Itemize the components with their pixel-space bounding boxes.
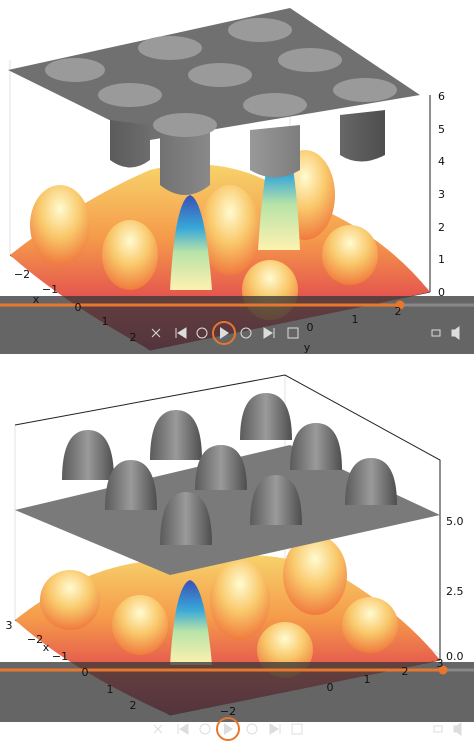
x-axis-label: x (33, 293, 40, 306)
play-button[interactable] (212, 321, 236, 345)
z-tick-label: 3 (438, 188, 445, 201)
player-bar (0, 662, 474, 741)
y-tick-label: 0 (307, 321, 314, 334)
x-tick-label: 0 (82, 666, 89, 679)
x-tick-label: 1 (102, 315, 109, 328)
x-tick-label: 3 (6, 619, 13, 632)
z-tick-label: 0.0 (446, 650, 464, 663)
miniplayer-button[interactable] (433, 725, 443, 733)
repeat-button[interactable] (291, 723, 303, 735)
y-tick-label: 1 (352, 313, 359, 326)
shuffle-button[interactable] (153, 724, 163, 734)
z-tick-label: 0 (438, 286, 445, 299)
x-axis-label: x (43, 641, 50, 654)
previous-button[interactable] (175, 327, 187, 339)
volume-button[interactable] (453, 722, 462, 736)
y-axis-label: y (304, 341, 311, 354)
rewind-button[interactable] (196, 327, 208, 339)
z-tick-label: 2.5 (446, 585, 464, 598)
player-background (0, 662, 474, 722)
previous-button[interactable] (177, 723, 189, 735)
miniplayer-button[interactable] (431, 329, 441, 337)
z-tick-label: 6 (438, 90, 445, 103)
volume-button[interactable] (451, 326, 460, 340)
forward-button[interactable] (240, 327, 252, 339)
y-tick-label: 2 (395, 305, 402, 318)
seek-knob[interactable] (438, 665, 448, 675)
forward-button[interactable] (246, 723, 258, 735)
play-button[interactable] (216, 717, 240, 741)
y-tick-label: 1 (364, 673, 371, 686)
next-button[interactable] (269, 723, 281, 735)
seek-knob[interactable] (395, 300, 405, 310)
x-tick-label: 2 (130, 331, 137, 344)
z-tick-label: 2 (438, 221, 445, 234)
z-tick-label: 4 (438, 155, 445, 168)
z-tick-label: 5 (438, 123, 445, 136)
player-bar (0, 296, 474, 354)
y-tick-label: 2 (402, 665, 409, 678)
x-tick-label: 1 (107, 683, 114, 696)
z-tick-label: 1 (438, 253, 445, 266)
x-tick-label: 2 (130, 699, 137, 712)
next-button[interactable] (263, 327, 275, 339)
rewind-button[interactable] (199, 723, 211, 735)
x-tick-label: −2 (27, 633, 43, 646)
y-tick-label: 3 (437, 657, 444, 670)
x-tick-label: −1 (52, 650, 68, 663)
repeat-button[interactable] (287, 327, 299, 339)
x-tick-label: −1 (42, 283, 58, 296)
x-tick-label: −2 (14, 268, 30, 281)
x-tick-label: 0 (75, 301, 82, 314)
axis-labels: 0 1 2 3 4 5 6 −2 −1 0 1 2 0 1 2 x y 0.0 2.5 5.0 3 −2 −1 0 1 2 −2 0 1… (6, 90, 464, 718)
shuffle-button[interactable] (151, 328, 161, 338)
y-tick-label: −2 (220, 705, 236, 718)
y-tick-label: 0 (327, 681, 334, 694)
z-tick-label: 5.0 (446, 515, 464, 528)
